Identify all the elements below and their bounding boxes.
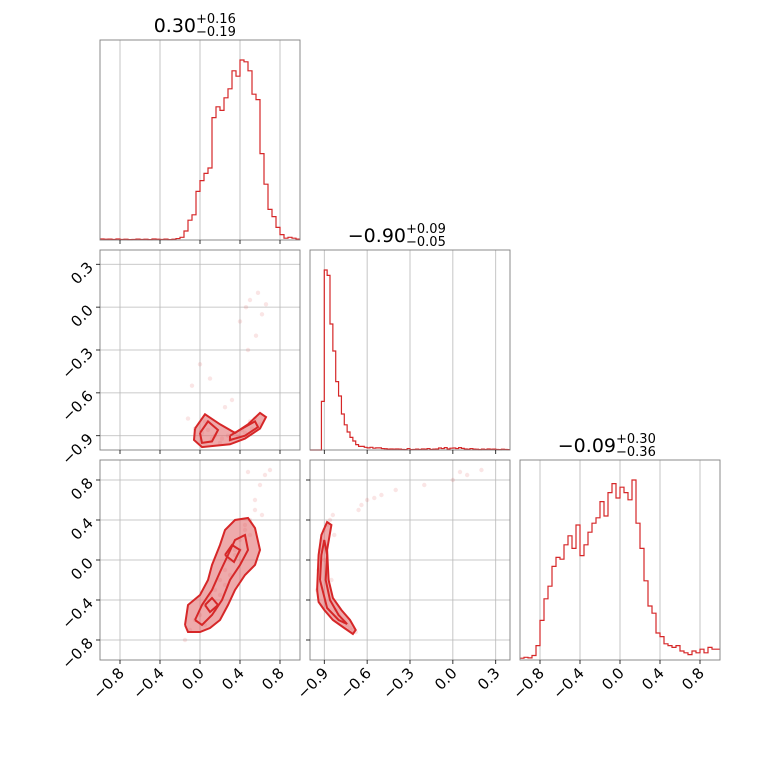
x-tick-label: −0.8 (89, 664, 127, 702)
scatter-point (457, 469, 463, 475)
scatter-point (379, 492, 384, 498)
y-tick-label: −0.6 (58, 387, 96, 425)
scatter-point (237, 319, 243, 324)
y-tick-label: 0.3 (67, 258, 97, 288)
contour-line (229, 420, 260, 442)
title-plus: +0.16 (196, 12, 236, 27)
scatter-point (332, 532, 337, 538)
scatter-point (259, 512, 265, 518)
scatter-point (222, 404, 228, 410)
title-value: −0.90 (348, 225, 406, 247)
x-tick-label: −0.8 (509, 664, 547, 702)
scatter-point (372, 495, 377, 501)
scatter-point (329, 577, 334, 583)
param-title-2: −0.09 +0.30−0.36 (558, 432, 656, 460)
y-tick-label: −0.8 (58, 634, 96, 672)
histogram-1 (310, 269, 510, 451)
scatter-point (479, 467, 484, 473)
y-tick-label: 0.0 (67, 301, 97, 331)
x-tick-label: −0.4 (549, 664, 587, 702)
title-minus: −0.05 (406, 235, 446, 250)
scatter-point (245, 469, 251, 475)
x-tick-label: 0.4 (218, 664, 248, 694)
x-tick-label: −0.9 (294, 664, 332, 702)
x-tick-label: 0.4 (638, 664, 668, 694)
x-tick-label: −0.3 (379, 664, 417, 702)
contour-line (319, 539, 348, 625)
x-tick-label: 0.8 (678, 664, 708, 694)
param-title-1: −0.90 +0.09−0.05 (348, 222, 446, 250)
title-plus: +0.30 (616, 432, 656, 447)
histogram-2 (520, 479, 720, 659)
scatter-point (364, 497, 370, 503)
x-tick-label: −0.4 (129, 664, 167, 702)
scatter-point (267, 467, 273, 473)
scatter-point (229, 397, 235, 403)
scatter-point (255, 290, 261, 296)
scatter-point (247, 297, 253, 303)
scatter-point (252, 507, 258, 513)
y-tick-label: 0.0 (67, 554, 97, 584)
y-tick-label: 0.8 (67, 474, 97, 504)
scatter-point (189, 383, 195, 388)
scatter-point (263, 302, 269, 307)
y-tick-label: 0.4 (67, 514, 97, 544)
contour-fill (194, 412, 266, 448)
scatter-point (356, 507, 361, 513)
scatter-point (327, 517, 333, 523)
scatter-point (393, 487, 398, 493)
y-tick-label: −0.3 (58, 344, 96, 382)
param-title-0: 0.30 +0.16−0.19 (154, 12, 236, 40)
scatter-point (450, 477, 456, 483)
title-value: 0.30 (154, 15, 196, 37)
contour-line (199, 419, 220, 445)
scatter-point (197, 362, 203, 367)
scatter-point (207, 376, 213, 381)
x-tick-label: 0.3 (474, 664, 504, 694)
y-tick-label: −0.4 (58, 594, 96, 632)
title-minus: −0.19 (196, 25, 236, 40)
contour-line (184, 516, 262, 633)
scatter-point (257, 482, 263, 488)
contour-line (192, 411, 268, 449)
scatter-point (245, 347, 251, 353)
scatter-point (330, 512, 336, 518)
x-tick-label: 0.0 (598, 664, 628, 694)
scatter-point (252, 497, 258, 503)
scatter-point (259, 312, 265, 317)
scatter-point (243, 304, 249, 310)
x-tick-label: 0.8 (258, 664, 288, 694)
contour-line (194, 533, 250, 627)
scatter-point (182, 637, 188, 643)
contour-line (316, 520, 357, 636)
title-plus: +0.09 (406, 222, 446, 237)
scatter-point (185, 416, 191, 421)
scatter-point (359, 502, 364, 508)
x-tick-label: −0.6 (336, 664, 374, 702)
title-minus: −0.36 (616, 445, 656, 460)
contour-line (224, 543, 242, 564)
x-tick-label: 0.0 (431, 664, 461, 694)
title-value: −0.09 (558, 435, 616, 457)
scatter-point (464, 472, 470, 478)
histogram-0 (100, 59, 300, 241)
contour-line (204, 596, 220, 614)
scatter-point (262, 472, 268, 478)
y-tick-label: −0.9 (58, 430, 96, 468)
scatter-point (422, 482, 427, 488)
x-tick-label: 0.0 (178, 664, 208, 694)
scatter-point (253, 333, 259, 338)
